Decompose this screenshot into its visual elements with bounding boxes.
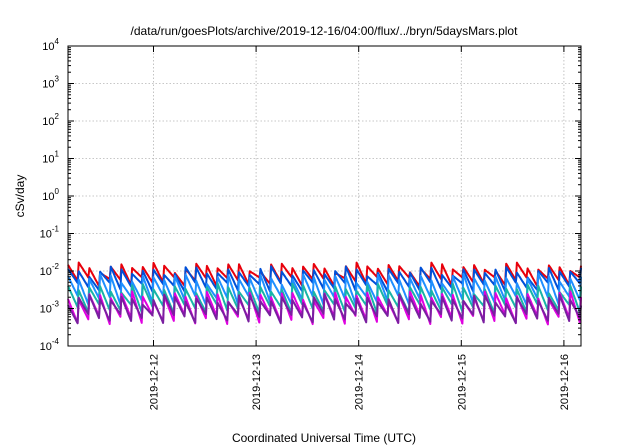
y-tick-exponent: 3	[55, 75, 60, 84]
y-tick-exponent: 4	[55, 37, 60, 46]
y-tick-label: 10-4	[40, 337, 60, 353]
x-axis-title: Coordinated Universal Time (UTC)	[232, 431, 416, 445]
y-tick-exponent: 0	[55, 187, 60, 196]
y-tick-label: 101	[42, 150, 59, 166]
y-tick-exponent: -4	[52, 337, 60, 346]
y-tick-label: 103	[42, 75, 59, 91]
y-tick-label: 104	[42, 37, 59, 53]
y-tick-label: 10-3	[40, 300, 60, 316]
series-line	[67, 265, 582, 293]
y-tick-exponent: -3	[52, 300, 60, 309]
y-tick-label: 102	[42, 112, 59, 128]
y-tick-exponent: 1	[55, 150, 60, 159]
x-axis: 2019-12-12 2019-12-13 2019-12-14 2019-12-15…	[149, 46, 571, 410]
y-tick-exponent: 2	[55, 112, 60, 121]
x-tick-label: 2019-12-14	[354, 354, 366, 410]
y-tick-label: 10-2	[40, 262, 60, 278]
x-tick-label: 2019-12-15	[456, 354, 468, 410]
y-tick-exponent: -1	[52, 225, 60, 234]
x-tick-label: 2019-12-16	[559, 354, 571, 410]
chart-title: /data/run/goesPlots/archive/2019-12-16/0…	[131, 24, 519, 38]
y-tick-exponent: -2	[52, 262, 60, 271]
series-line	[67, 282, 582, 315]
series-line	[67, 272, 582, 306]
y-axis-title: cSv/day	[13, 175, 27, 218]
series-group	[67, 261, 582, 326]
x-tick-label: 2019-12-12	[149, 354, 161, 410]
x-tick-label: 2019-12-13	[251, 354, 263, 410]
y-tick-label: 10-1	[40, 225, 60, 241]
series-line	[67, 293, 582, 325]
y-tick-label: 100	[42, 187, 59, 203]
